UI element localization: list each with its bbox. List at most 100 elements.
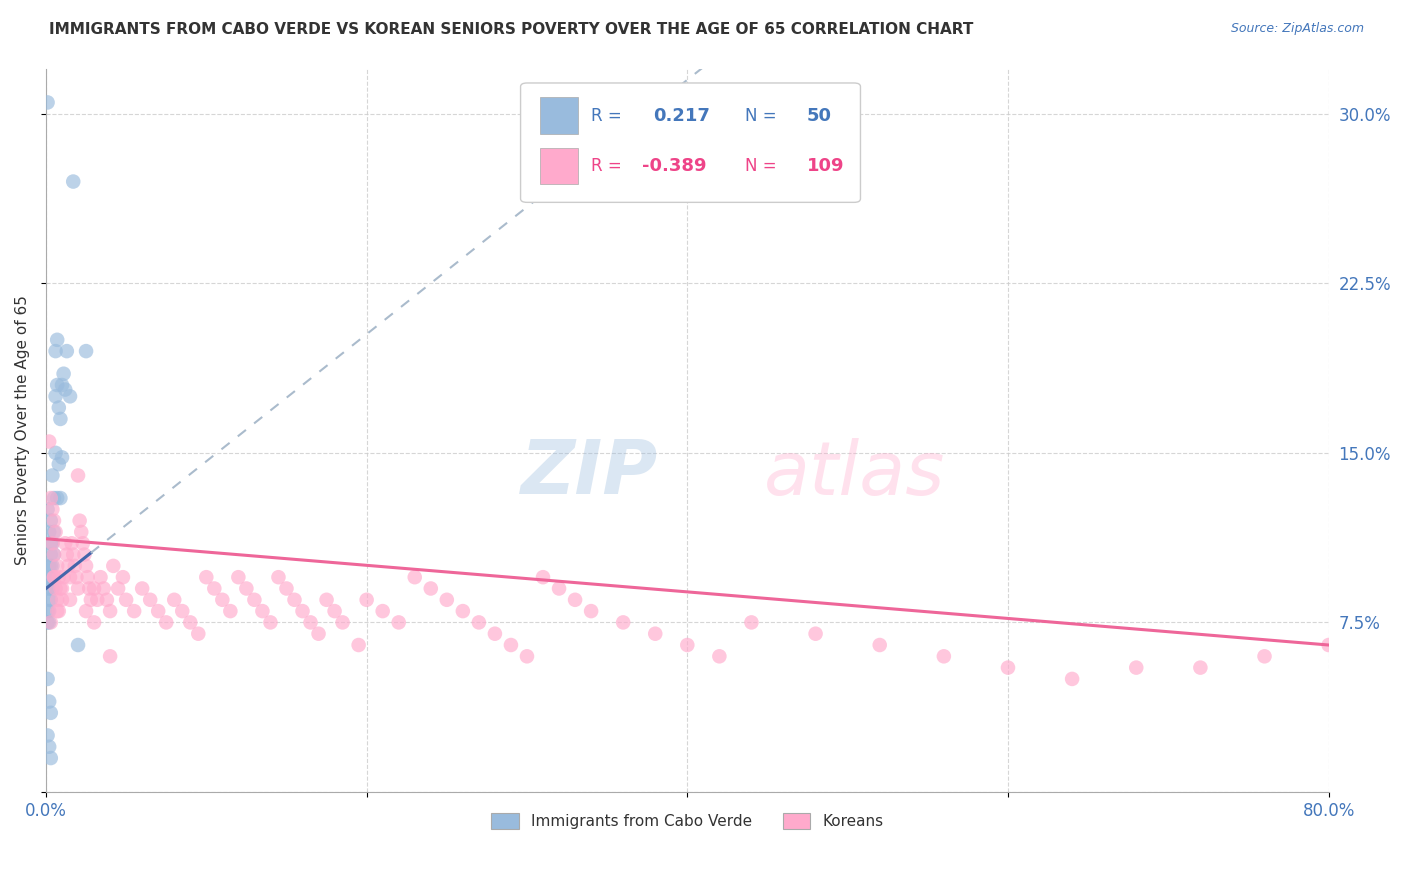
Point — [404, 570, 426, 584]
Point — [516, 649, 538, 664]
Point — [51, 592, 73, 607]
Point — [46, 378, 69, 392]
Point — [52, 367, 75, 381]
Point — [347, 638, 370, 652]
Point — [1125, 660, 1147, 674]
Point — [612, 615, 634, 630]
Point — [39, 706, 62, 720]
Point — [89, 570, 111, 584]
Text: N =: N = — [745, 157, 776, 175]
Legend: Immigrants from Cabo Verde, Koreans: Immigrants from Cabo Verde, Koreans — [485, 806, 890, 835]
Point — [46, 558, 69, 573]
Point — [42, 570, 65, 584]
Point — [41, 502, 63, 516]
Point — [98, 649, 121, 664]
Point — [80, 592, 103, 607]
Point — [228, 570, 250, 584]
Point — [52, 570, 75, 584]
Point — [371, 604, 394, 618]
Point — [131, 582, 153, 596]
Text: ZIP: ZIP — [520, 437, 658, 510]
Point — [436, 592, 458, 607]
Point — [172, 604, 194, 618]
Point — [41, 536, 63, 550]
Point — [219, 604, 242, 618]
Point — [46, 333, 69, 347]
Point — [48, 570, 70, 584]
Point — [48, 401, 70, 415]
Point — [299, 615, 322, 630]
Point — [51, 450, 73, 465]
Point — [499, 638, 522, 652]
Text: R =: R = — [591, 106, 621, 125]
Point — [45, 344, 67, 359]
Point — [564, 592, 586, 607]
Point — [73, 548, 96, 562]
Point — [163, 592, 186, 607]
Point — [804, 626, 827, 640]
FancyBboxPatch shape — [540, 148, 578, 185]
Point — [39, 548, 62, 562]
Point — [41, 536, 63, 550]
Point — [67, 582, 90, 596]
Point — [323, 604, 346, 618]
Point — [283, 592, 305, 607]
Point — [740, 615, 762, 630]
Point — [93, 582, 115, 596]
Point — [107, 582, 129, 596]
Point — [49, 491, 72, 505]
Point — [46, 604, 69, 618]
Point — [252, 604, 274, 618]
Point — [548, 582, 571, 596]
Point — [67, 468, 90, 483]
Point — [39, 536, 62, 550]
Point — [869, 638, 891, 652]
Point — [38, 524, 60, 539]
Point — [37, 728, 59, 742]
Point — [122, 604, 145, 618]
Point — [39, 615, 62, 630]
Point — [115, 592, 138, 607]
Point — [37, 582, 59, 596]
Point — [60, 536, 83, 550]
Point — [1253, 649, 1275, 664]
Point — [41, 468, 63, 483]
Point — [211, 592, 233, 607]
Text: R =: R = — [591, 157, 621, 175]
Point — [308, 626, 330, 640]
Point — [419, 582, 441, 596]
Point — [38, 604, 60, 618]
Point — [1189, 660, 1212, 674]
Point — [39, 751, 62, 765]
Point — [65, 570, 87, 584]
Point — [39, 558, 62, 573]
Point — [39, 592, 62, 607]
Point — [37, 615, 59, 630]
Point — [38, 570, 60, 584]
Point — [67, 638, 90, 652]
Point — [38, 592, 60, 607]
Point — [259, 615, 281, 630]
Point — [75, 344, 97, 359]
Point — [709, 649, 731, 664]
Point — [51, 582, 73, 596]
Point — [37, 95, 59, 110]
Point — [38, 694, 60, 708]
Point — [53, 383, 76, 397]
Point — [49, 582, 72, 596]
Point — [1317, 638, 1340, 652]
Point — [63, 558, 86, 573]
Point — [139, 592, 162, 607]
Point — [111, 570, 134, 584]
Point — [39, 514, 62, 528]
Point — [388, 615, 411, 630]
Point — [243, 592, 266, 607]
Point — [86, 592, 108, 607]
Text: Source: ZipAtlas.com: Source: ZipAtlas.com — [1230, 22, 1364, 36]
Point — [59, 592, 82, 607]
Point — [103, 558, 125, 573]
Point — [38, 582, 60, 596]
Point — [41, 582, 63, 596]
Point — [38, 739, 60, 754]
Point — [38, 615, 60, 630]
